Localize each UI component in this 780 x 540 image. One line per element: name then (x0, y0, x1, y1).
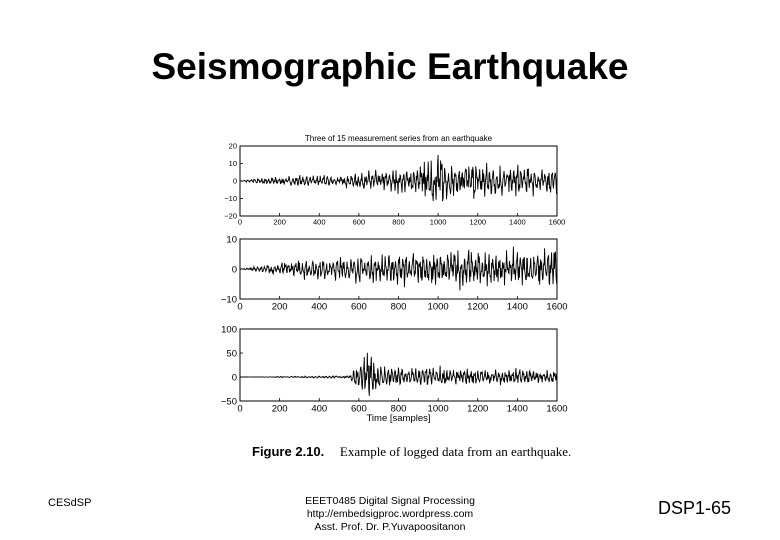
x-tick-label: 1200 (467, 404, 488, 415)
x-tick-label: 1400 (507, 302, 528, 313)
x-tick-label: 200 (272, 302, 288, 313)
x-tick-label: 600 (353, 218, 366, 227)
y-tick-label: 10 (226, 234, 237, 245)
x-tick-label: 400 (311, 404, 327, 415)
plot-title: Three of 15 measurement series from an e… (305, 134, 493, 143)
x-tick-label: 200 (272, 404, 288, 415)
y-tick-label: 100 (221, 324, 237, 335)
x-tick-label: 1000 (428, 404, 449, 415)
x-tick-label: 0 (237, 302, 242, 313)
x-tick-label: 800 (391, 404, 407, 415)
x-tick-label: 1600 (549, 218, 566, 227)
footer-author-line: Asst. Prof. Dr. P.Yuvapoositanon (314, 521, 466, 533)
x-tick-label: 600 (351, 302, 367, 313)
y-tick-label: −10 (224, 194, 237, 203)
x-axis-label: Time [samples] (366, 413, 430, 424)
x-tick-label: 0 (237, 404, 242, 415)
y-tick-label: 50 (226, 348, 237, 359)
x-tick-label: 1000 (430, 218, 447, 227)
x-tick-label: 1600 (546, 404, 567, 415)
x-tick-label: 1200 (469, 218, 486, 227)
x-tick-label: 200 (273, 218, 286, 227)
slide-title: Seismographic Earthquake (151, 46, 629, 87)
footer-center-block: EEET0485 Digital Signal Processing http:… (240, 495, 540, 534)
y-tick-label: 0 (233, 177, 237, 186)
x-tick-label: 1200 (467, 302, 488, 313)
seismic-trace-line (240, 246, 558, 291)
footer-left-label: CESdSP (48, 497, 92, 509)
seismic-trace-line (239, 154, 558, 202)
x-tick-label: 400 (311, 302, 327, 313)
y-tick-label: −10 (221, 294, 237, 305)
figure-caption-label: Figure 2.10. (252, 444, 325, 459)
plot-frame (239, 328, 558, 402)
y-tick-label: −20 (224, 212, 237, 221)
y-tick-label: 20 (229, 142, 237, 151)
x-tick-label: 800 (392, 218, 405, 227)
y-tick-label: 10 (229, 159, 237, 168)
x-tick-label: 400 (313, 218, 326, 227)
earthquake-figure: Three of 15 measurement series from an e… (221, 134, 568, 424)
footer-course-line: EEET0485 Digital Signal Processing (305, 495, 475, 507)
x-tick-label: 1400 (509, 218, 526, 227)
x-tick-label: 1400 (507, 404, 528, 415)
x-tick-label: 800 (391, 302, 407, 313)
figure-caption: Figure 2.10. Example of logged data from… (252, 444, 571, 460)
x-tick-label: 0 (238, 218, 242, 227)
figure-caption-text: Example of logged data from an earthquak… (339, 444, 572, 459)
y-tick-label: 0 (232, 264, 237, 275)
x-tick-label: 600 (351, 404, 367, 415)
y-tick-label: −50 (221, 396, 237, 407)
slide-number: DSP1-65 (658, 498, 732, 518)
seismic-trace-line (240, 352, 558, 396)
footer-url-line: http://embedsigproc.wordpress.com (306, 508, 474, 520)
x-tick-label: 1600 (546, 302, 567, 313)
y-tick-label: 0 (232, 372, 237, 383)
x-tick-label: 1000 (428, 302, 449, 313)
